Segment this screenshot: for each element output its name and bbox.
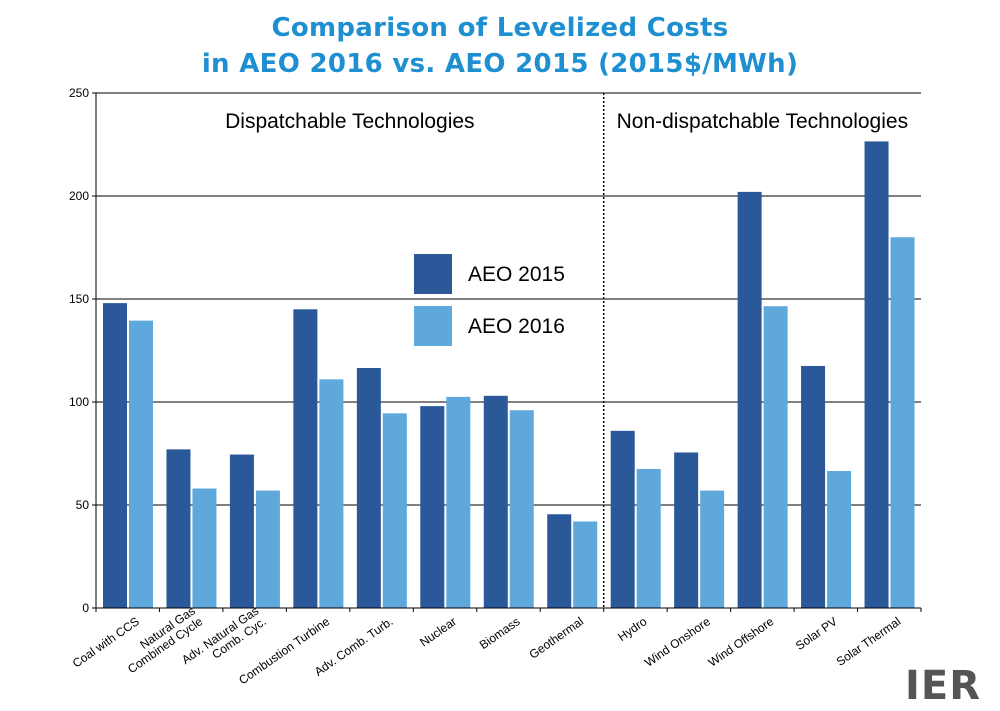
legend-swatch	[414, 306, 452, 346]
x-category-label: Biomass	[477, 614, 523, 652]
bar-aeo-2016	[890, 237, 915, 608]
section-label: Dispatchable Technologies	[225, 110, 474, 133]
bar-aeo-2015	[737, 191, 762, 608]
bar-aeo-2015	[103, 303, 127, 608]
bar-aeo-2015	[610, 430, 635, 608]
x-category-label-line: Solar PV	[793, 614, 840, 653]
x-category-label-line: Wind Offshore	[706, 614, 777, 670]
bar-aeo-2016	[573, 521, 598, 608]
x-category-label: Geothermal	[527, 614, 586, 661]
bar-aeo-2016	[700, 490, 725, 608]
y-tick-label: 200	[69, 189, 89, 203]
y-tick-label: 0	[82, 601, 89, 615]
x-category-label-line: Geothermal	[527, 614, 586, 661]
bars	[103, 141, 915, 608]
x-category-label: Solar PV	[793, 614, 840, 653]
bar-aeo-2015	[293, 309, 318, 608]
bar-aeo-2016	[192, 488, 217, 608]
x-category-label-line: Biomass	[477, 614, 523, 652]
x-category-label-line: Nuclear	[417, 614, 459, 649]
x-category-label: Nuclear	[417, 614, 459, 649]
bar-aeo-2016	[382, 413, 407, 608]
y-axis-ticks: 0 50 100 150 200 250	[69, 86, 96, 615]
chart-title-line-2: in AEO 2016 vs. AEO 2015 (2015$/MWh)	[201, 49, 799, 79]
gridlines	[96, 92, 921, 506]
bar-aeo-2016	[446, 396, 471, 608]
bar-aeo-2015	[166, 449, 191, 608]
bar-aeo-2016	[827, 471, 852, 608]
x-category-label-line: Solar Thermal	[834, 614, 904, 669]
x-category-label: Wind Offshore	[706, 614, 777, 670]
x-category-label: Wind Onshore	[642, 614, 713, 670]
bar-aeo-2015	[229, 454, 254, 608]
section-label: Non-dispatchable Technologies	[617, 110, 908, 133]
x-category-label-line: Wind Onshore	[642, 614, 713, 670]
y-tick-label: 50	[76, 498, 90, 512]
y-tick-label: 150	[69, 292, 89, 306]
y-tick-label: 100	[69, 395, 89, 409]
legend-label: AEO 2016	[468, 315, 565, 338]
bar-aeo-2016	[509, 410, 534, 608]
x-category-label: Solar Thermal	[834, 614, 904, 669]
x-category-label: Hydro	[615, 614, 650, 644]
bar-aeo-2016	[129, 320, 153, 608]
bar-aeo-2015	[356, 368, 381, 608]
bar-aeo-2015	[864, 141, 889, 608]
section-labels: Dispatchable Technologies Non-dispatchabl…	[225, 110, 908, 133]
x-category-label-line: Hydro	[615, 614, 650, 644]
legend: AEO 2015 AEO 2016	[414, 254, 565, 346]
bar-aeo-2015	[674, 452, 699, 608]
axes	[95, 93, 922, 612]
bar-aeo-2016	[636, 468, 661, 608]
legend-label: AEO 2015	[468, 263, 565, 286]
y-tick-label: 250	[69, 86, 89, 100]
bar-aeo-2015	[483, 395, 508, 608]
ier-logo: IER	[905, 663, 982, 709]
bar-aeo-2016	[255, 490, 280, 608]
bar-aeo-2016	[763, 306, 788, 608]
bar-aeo-2015	[420, 406, 445, 608]
bar-aeo-2015	[547, 514, 572, 608]
chart-title-line-1: Comparison of Levelized Costs	[271, 13, 729, 43]
bar-aeo-2016	[319, 379, 344, 608]
legend-swatch	[414, 254, 452, 294]
bar-aeo-2015	[801, 365, 826, 608]
